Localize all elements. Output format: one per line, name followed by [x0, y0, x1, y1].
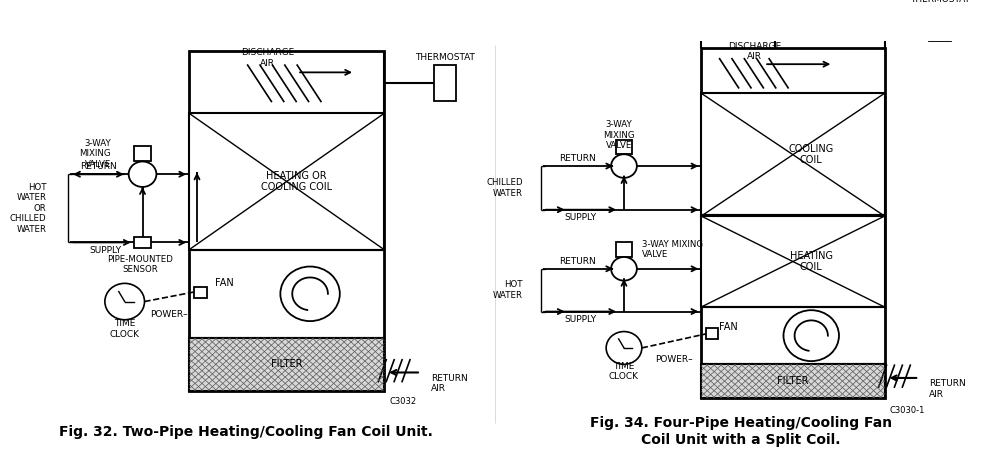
Text: COOLING
COIL: COOLING COIL: [789, 144, 834, 165]
Text: Fig. 34. Four-Pipe Heating/Cooling Fan
Coil Unit with a Split Coil.: Fig. 34. Four-Pipe Heating/Cooling Fan C…: [590, 417, 892, 447]
Circle shape: [783, 310, 839, 361]
Text: TIME
CLOCK: TIME CLOCK: [109, 319, 140, 338]
Text: RETURN
AIR: RETURN AIR: [929, 379, 966, 399]
Text: PIPE-MOUNTED
SENSOR: PIPE-MOUNTED SENSOR: [107, 255, 173, 274]
Bar: [194, 287, 207, 298]
Text: DISCHARGE
AIR: DISCHARGE AIR: [728, 42, 781, 61]
Text: 3-WAY
MIXING
VALVE: 3-WAY MIXING VALVE: [79, 139, 111, 169]
Circle shape: [611, 257, 637, 281]
Text: SUPPLY: SUPPLY: [564, 315, 596, 324]
Bar: [701, 364, 885, 398]
Bar: [189, 51, 384, 391]
Circle shape: [104, 283, 145, 320]
Text: 3-WAY MIXING
VALVE: 3-WAY MIXING VALVE: [642, 240, 703, 259]
Text: HEATING OR
COOLING COIL: HEATING OR COOLING COIL: [261, 171, 332, 192]
Bar: [189, 113, 384, 250]
Text: RETURN: RETURN: [559, 154, 596, 163]
Text: HOT
WATER
OR
CHILLED
WATER: HOT WATER OR CHILLED WATER: [10, 183, 46, 234]
Bar: [701, 48, 885, 398]
Text: Fig. 32. Two-Pipe Heating/Cooling Fan Coil Unit.: Fig. 32. Two-Pipe Heating/Cooling Fan Co…: [59, 425, 432, 438]
Circle shape: [606, 332, 642, 364]
Text: RETURN: RETURN: [80, 163, 117, 171]
Text: TIME
CLOCK: TIME CLOCK: [609, 362, 639, 381]
Text: 3-WAY
MIXING
VALVE: 3-WAY MIXING VALVE: [603, 120, 635, 150]
Bar: [616, 140, 632, 154]
Text: RETURN
AIR: RETURN AIR: [430, 374, 468, 393]
Bar: [134, 237, 152, 248]
Text: HEATING
COIL: HEATING COIL: [790, 251, 832, 272]
Text: HOT
WATER: HOT WATER: [492, 281, 523, 300]
Text: POWER–: POWER–: [151, 310, 188, 319]
Text: FILTER: FILTER: [271, 359, 302, 369]
Bar: [701, 216, 885, 307]
Bar: [134, 146, 151, 162]
Bar: [616, 243, 632, 257]
Bar: [433, 65, 456, 101]
Text: THERMOSTAT: THERMOSTAT: [910, 0, 970, 4]
Text: C3032: C3032: [389, 397, 417, 406]
Text: C3030-1: C3030-1: [889, 406, 925, 415]
Bar: [706, 328, 718, 339]
Text: SUPPLY: SUPPLY: [90, 246, 122, 255]
Text: RETURN: RETURN: [559, 257, 596, 266]
Circle shape: [611, 154, 637, 178]
Text: THERMOSTAT: THERMOSTAT: [415, 53, 475, 63]
Bar: [701, 93, 885, 216]
Bar: [189, 338, 384, 391]
Text: FILTER: FILTER: [777, 376, 809, 386]
Circle shape: [281, 267, 340, 321]
Text: SUPPLY: SUPPLY: [564, 213, 596, 222]
Text: FAN: FAN: [215, 278, 233, 288]
Circle shape: [129, 162, 157, 187]
Text: POWER–: POWER–: [655, 355, 692, 364]
Text: DISCHARGE
AIR: DISCHARGE AIR: [240, 48, 295, 68]
Text: CHILLED
WATER: CHILLED WATER: [487, 178, 523, 198]
Text: FAN: FAN: [719, 322, 738, 332]
Bar: [929, 7, 951, 42]
